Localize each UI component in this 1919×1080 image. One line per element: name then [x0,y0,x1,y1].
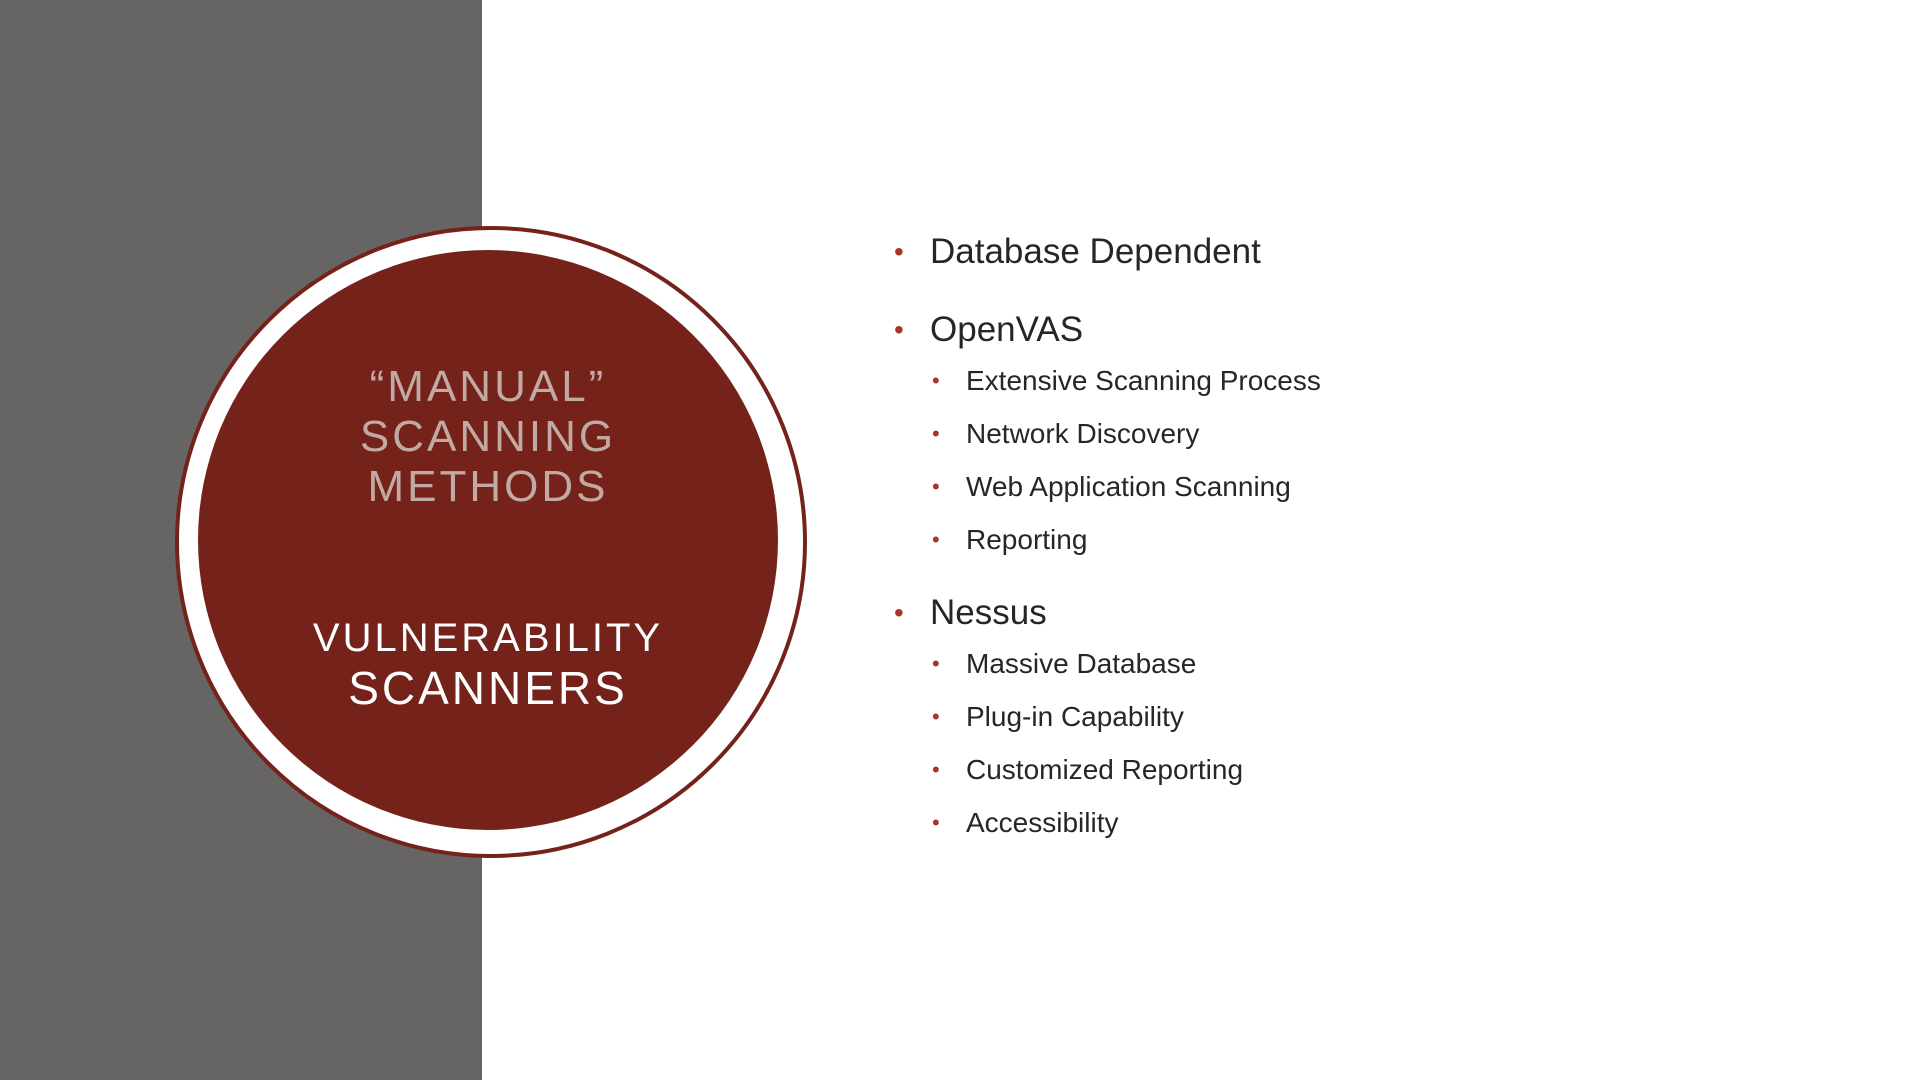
sub-bullet-text: Extensive Scanning Process [966,365,1321,396]
sub-bullet-text: Network Discovery [966,418,1200,449]
section-title-line: “MANUAL” [369,362,607,411]
circle-inner-disc [198,250,778,830]
bullet-dot-icon: • [932,421,940,446]
bullet-text: OpenVAS [930,310,1084,349]
sub-bullet-text: Accessibility [966,807,1119,838]
sub-bullet-item: • Plug-in Capability [890,698,1850,736]
bullet-dot-icon: • [932,704,940,729]
sub-bullet-item: • Customized Reporting [890,751,1850,789]
section-title-line: SCANNING [359,412,617,461]
bullet-dot-icon: • [894,314,904,345]
sub-bullet-item: • Extensive Scanning Process [890,362,1850,400]
sub-bullet-text: Customized Reporting [966,754,1244,785]
sub-bullet-item: • Web Application Scanning [890,468,1850,506]
bullet-dot-icon: • [932,474,940,499]
bullet-text: Nessus [930,593,1047,632]
sub-bullet-text: Massive Database [966,648,1197,679]
sub-bullet-text: Reporting [966,524,1088,555]
bullet-dot-icon: • [932,527,940,552]
section-title: “MANUAL” SCANNING METHODS [198,362,778,512]
slide-title-line: VULNERABILITY [312,616,664,660]
sub-bullet-item: • Accessibility [890,804,1850,842]
bullet-item: • Database Dependent [890,228,1850,276]
bullet-dot-icon: • [932,757,940,782]
sub-bullet-item: • Reporting [890,521,1850,559]
bullet-item: • OpenVAS [890,306,1850,354]
sub-bullet-item: • Massive Database [890,645,1850,683]
slide-title-line: SCANNERS [348,662,628,714]
bullet-item: • Nessus [890,589,1850,637]
bullet-dot-icon: • [894,597,904,628]
bullet-text: Database Dependent [930,232,1261,271]
slide-title: VULNERABILITY SCANNERS [198,613,778,713]
bullet-dot-icon: • [932,651,940,676]
bullet-dot-icon: • [932,368,940,393]
bullet-list: • Database Dependent • OpenVAS • Extensi… [890,228,1850,842]
sub-bullet-item: • Network Discovery [890,415,1850,453]
sub-bullet-text: Web Application Scanning [966,471,1291,502]
sub-bullet-text: Plug-in Capability [966,701,1184,732]
bullet-dot-icon: • [932,810,940,835]
bullet-dot-icon: • [894,236,904,267]
section-title-line: METHODS [367,462,609,511]
